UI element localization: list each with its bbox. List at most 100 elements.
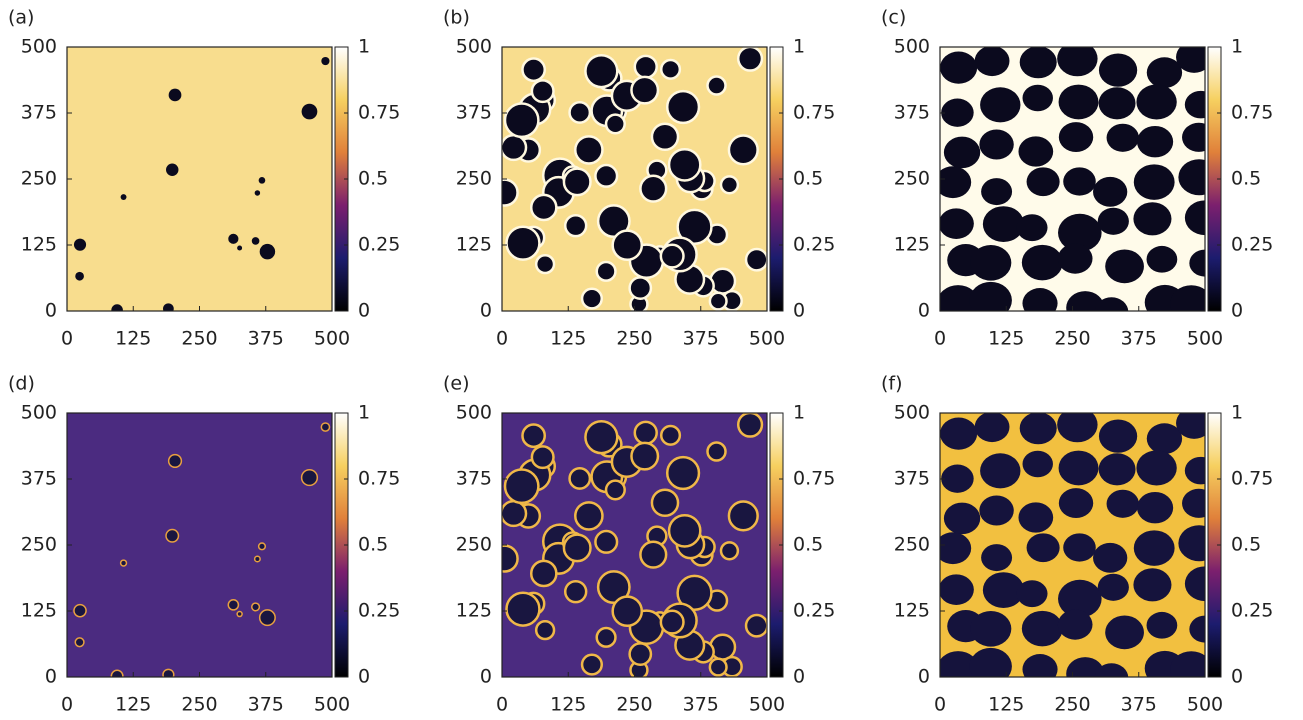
- domain: [1170, 285, 1205, 311]
- domain: [584, 419, 619, 455]
- domain: [943, 136, 981, 169]
- domain: [665, 455, 701, 491]
- domain: [75, 271, 84, 281]
- domain: [502, 133, 528, 162]
- domain: [320, 422, 331, 432]
- domain: [1094, 663, 1129, 677]
- y-tick-label: 375: [21, 102, 57, 124]
- x-tick-label: 375: [683, 328, 719, 350]
- panel: (a) 0 125 250 375 500 0 125 250 375 500 0 0.25 0.5 0.7…: [8, 7, 400, 350]
- y-tick-label: 125: [21, 234, 57, 256]
- domain: [253, 555, 261, 563]
- domain: [228, 233, 239, 244]
- domain: [1136, 125, 1174, 158]
- domain: [982, 206, 1025, 243]
- domain: [1182, 122, 1205, 152]
- domain: [1170, 651, 1205, 677]
- domain: [659, 58, 682, 80]
- x-tick-label: 500: [314, 694, 350, 716]
- x-tick-label: 0: [496, 328, 508, 350]
- heatmap-image: [940, 47, 1205, 311]
- domain: [1189, 249, 1205, 277]
- domain: [584, 53, 619, 89]
- domain: [300, 468, 319, 487]
- y-tick-label: 125: [894, 234, 930, 256]
- domain: [167, 453, 183, 469]
- y-tick-label: 500: [21, 36, 57, 58]
- domain: [982, 572, 1025, 609]
- domain: [1021, 244, 1063, 281]
- heatmap-background: [67, 413, 332, 677]
- colorbar-tick-label: 0: [793, 300, 805, 322]
- domain: [119, 559, 128, 567]
- domain: [1098, 87, 1136, 120]
- domain: [1178, 159, 1205, 196]
- domain: [74, 637, 85, 648]
- domain: [736, 47, 764, 72]
- domain: [73, 238, 87, 251]
- domain: [1022, 84, 1053, 112]
- colorbar-tick-label: 1: [358, 36, 370, 58]
- domain: [1058, 122, 1094, 153]
- x-tick-label: 125: [115, 328, 151, 350]
- colorbar-tick-label: 0.5: [793, 168, 823, 190]
- domain: [940, 285, 980, 311]
- domain: [258, 609, 276, 627]
- domain: [596, 570, 631, 605]
- y-tick-label: 500: [894, 402, 930, 424]
- domain: [165, 528, 180, 543]
- domain: [604, 113, 626, 135]
- domain: [940, 574, 974, 605]
- panel-label: (c): [881, 7, 906, 29]
- domain: [120, 194, 127, 200]
- y-tick-label: 125: [894, 600, 930, 622]
- domain: [502, 544, 519, 573]
- x-tick-label: 125: [988, 694, 1024, 716]
- domain: [604, 479, 626, 501]
- domain: [1018, 502, 1054, 533]
- colorbar-tick-label: 0.75: [358, 102, 400, 124]
- panel: (d) 0 125 250 375 500 0 125 250 375 500 0 0.25 0.5 0.7…: [8, 373, 400, 716]
- y-tick-label: 0: [918, 666, 930, 688]
- domain: [665, 89, 701, 125]
- y-tick-label: 375: [894, 102, 930, 124]
- domain: [502, 178, 519, 207]
- colorbar-tick-label: 0.5: [358, 168, 388, 190]
- colorbar-tick-label: 0: [358, 666, 370, 688]
- domain: [110, 669, 124, 677]
- domain: [1189, 615, 1205, 643]
- domain: [1182, 488, 1205, 518]
- domain: [611, 229, 644, 261]
- domain: [940, 208, 974, 239]
- domain: [111, 304, 123, 311]
- domain: [580, 653, 603, 676]
- y-tick-label: 250: [894, 168, 930, 190]
- domain: [503, 468, 540, 505]
- domain: [594, 529, 619, 554]
- domain: [979, 495, 1014, 526]
- colorbar-tick-label: 0.25: [1231, 600, 1273, 622]
- domain: [301, 103, 318, 120]
- domain: [321, 56, 330, 66]
- domain: [1097, 207, 1129, 235]
- domain: [719, 175, 740, 195]
- domain: [1016, 580, 1048, 608]
- domain: [727, 134, 759, 166]
- colorbar-tick-label: 0: [358, 300, 370, 322]
- x-tick-label: 0: [934, 328, 946, 350]
- domain: [568, 101, 592, 124]
- domain: [1022, 654, 1058, 677]
- colorbar-tick-label: 0.25: [793, 600, 835, 622]
- domain: [1057, 47, 1098, 77]
- domain: [1098, 453, 1136, 486]
- domain: [667, 147, 702, 182]
- x-tick-label: 250: [616, 328, 652, 350]
- domain: [1136, 450, 1177, 486]
- domain: [1093, 542, 1128, 573]
- domain: [736, 413, 764, 438]
- panel-label: (b): [443, 7, 470, 29]
- x-tick-label: 125: [115, 694, 151, 716]
- domain: [744, 613, 767, 638]
- panel: (b) 0 125 250 375 500 0 125 250 375 500 0 0.25 0.5 0.7…: [443, 7, 835, 350]
- domain: [595, 626, 617, 648]
